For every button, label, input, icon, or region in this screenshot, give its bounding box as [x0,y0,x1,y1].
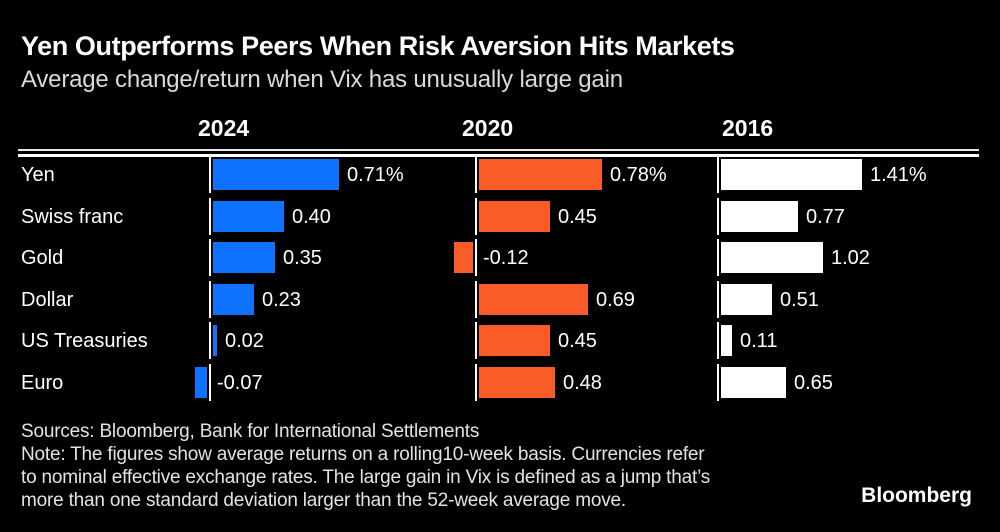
bar-2024 [213,284,254,315]
row-label: Gold [21,247,64,269]
baseline-tick [209,239,211,276]
bar-value-label: 0.65 [794,372,833,394]
bar-2020 [479,159,602,190]
column-header-2024: 2024 [198,115,250,141]
baseline-tick [717,281,719,318]
bar-value-label: -0.12 [483,247,529,269]
bar-2020 [479,367,555,398]
bar-value-label: 0.45 [558,206,597,228]
note-line: more than one standard deviation larger … [21,490,626,511]
bar-2024 [213,325,217,356]
baseline-tick [475,198,477,235]
row-label: Swiss franc [21,206,124,228]
bar-value-label: -0.07 [217,372,263,394]
baseline-tick [209,198,211,235]
bar-2020 [479,201,550,232]
baseline-tick [475,239,477,276]
baseline-tick [717,239,719,276]
bar-value-label: 0.71% [347,164,404,186]
baseline-tick [209,364,211,401]
bar-value-label: 1.41% [870,164,927,186]
baseline-tick [475,364,477,401]
baseline-tick [209,322,211,359]
baseline-tick [475,322,477,359]
bar-2020 [479,325,550,356]
bar-value-label: 0.69 [596,289,635,311]
bar-2024 [213,201,284,232]
bar-value-label: 0.23 [262,289,301,311]
bar-2024 [195,367,207,398]
chart-subtitle: Average change/return when Vix has unusu… [21,66,623,93]
header-rule-top [18,149,979,151]
baseline-tick [475,156,477,193]
bar-2016 [721,325,732,356]
bar-2016 [721,242,823,273]
row-label: Dollar [21,289,74,311]
baseline-tick [475,281,477,318]
bar-value-label: 0.40 [292,206,331,228]
chart-title: Yen Outperforms Peers When Risk Aversion… [21,31,735,61]
bar-value-label: 0.02 [225,330,264,352]
chart-row: Swiss franc 0.40 0.45 0.77 [0,196,1000,238]
note-line: to nominal effective exchange rates. The… [21,467,711,488]
bar-2024 [213,242,275,273]
sources-line: Sources: Bloomberg, Bank for Internation… [21,421,480,442]
bar-value-label: 0.11 [740,330,778,352]
baseline-tick [717,322,719,359]
column-header-2016: 2016 [722,115,774,141]
column-header-2020: 2020 [462,115,514,141]
chart-row: Dollar 0.23 0.69 0.51 [0,279,1000,321]
bar-2016 [721,159,862,190]
bar-2016 [721,201,798,232]
bar-2016 [721,367,786,398]
baseline-tick [717,198,719,235]
bar-value-label: 0.78% [610,164,667,186]
bar-value-label: 0.51 [780,289,819,311]
chart-row: Yen 0.71% 0.78% 1.41% [0,154,1000,196]
baseline-tick [209,281,211,318]
bar-value-label: 1.02 [831,247,870,269]
chart-row: Gold 0.35 -0.12 1.02 [0,237,1000,279]
bloomberg-logo: Bloomberg [861,484,972,507]
bar-2016 [721,284,772,315]
header-rule-bottom [18,154,979,157]
bar-2024 [213,159,339,190]
chart-row: Euro -0.07 0.48 0.65 [0,362,1000,404]
bar-value-label: 0.35 [283,247,322,269]
bar-2020 [454,242,473,273]
baseline-tick [717,364,719,401]
bar-value-label: 0.45 [558,330,597,352]
bar-value-label: 0.48 [563,372,602,394]
note-line: Note: The figures show average returns o… [21,444,705,465]
baseline-tick [717,156,719,193]
baseline-tick [209,156,211,193]
row-label: US Treasuries [21,330,148,352]
bar-value-label: 0.77 [806,206,845,228]
chart-row: US Treasuries 0.02 0.45 0.11 [0,320,1000,362]
row-label: Yen [21,164,55,186]
bar-2020 [479,284,588,315]
row-label: Euro [21,372,64,394]
